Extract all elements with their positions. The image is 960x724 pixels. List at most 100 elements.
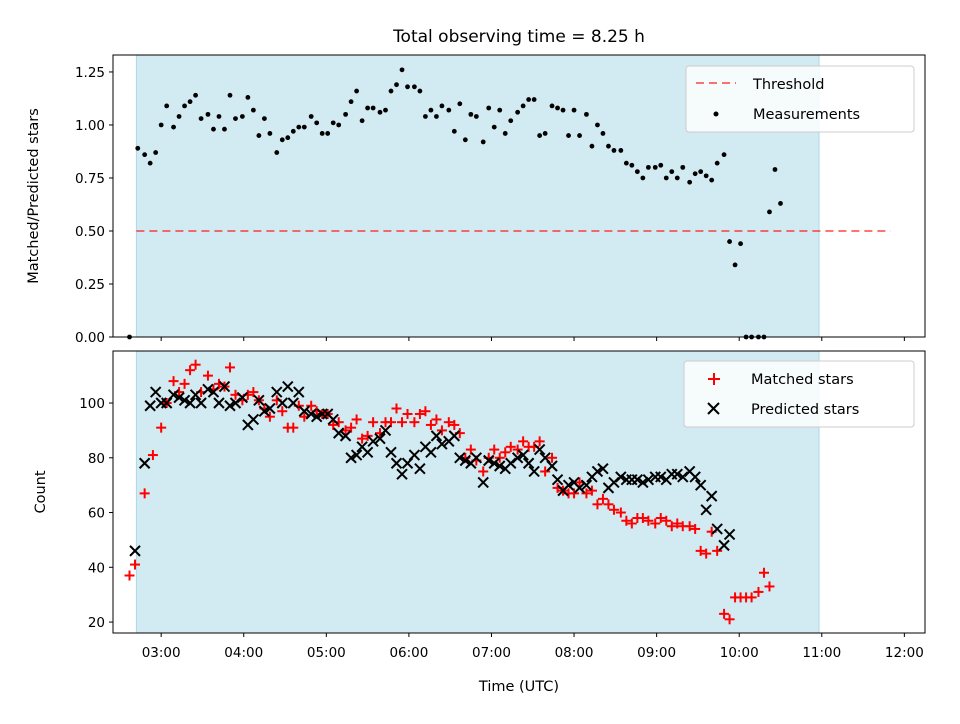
matched-point bbox=[637, 513, 648, 524]
bottom-x-ticks: 03:00 04:00 05:00 06:00 07:00 08:00 09:00 10:00… bbox=[142, 633, 924, 661]
predicted-point bbox=[218, 380, 231, 393]
measurement-point bbox=[566, 133, 571, 138]
legend-predicted-label: Predicted stars bbox=[751, 402, 859, 418]
measurement-point bbox=[239, 114, 245, 119]
predicted-point bbox=[483, 454, 495, 467]
matched-point bbox=[139, 488, 150, 499]
matched-point bbox=[224, 362, 235, 373]
measurement-point bbox=[497, 107, 503, 113]
measurement-point bbox=[171, 124, 176, 130]
measurement-point bbox=[772, 167, 778, 172]
predicted-point bbox=[327, 413, 339, 426]
predicted-point bbox=[671, 468, 683, 480]
matched-point bbox=[494, 452, 505, 463]
measurement-point bbox=[600, 131, 606, 136]
predicted-point bbox=[258, 405, 271, 417]
predicted-point bbox=[367, 435, 379, 448]
measurement-point bbox=[767, 209, 772, 215]
predicted-point bbox=[189, 389, 202, 401]
predicted-point bbox=[149, 386, 162, 398]
matched-point bbox=[615, 507, 626, 518]
predicted-point bbox=[655, 471, 667, 483]
measurement-point bbox=[158, 122, 164, 128]
bottom-y-ticks: 20 40 60 80 100 bbox=[79, 396, 113, 631]
measurement-point bbox=[394, 82, 399, 88]
matched-point bbox=[505, 441, 516, 452]
predicted-point bbox=[694, 479, 707, 491]
matched-point bbox=[277, 406, 288, 417]
matched-point bbox=[603, 499, 614, 510]
matched-point bbox=[346, 422, 357, 433]
measurement-point bbox=[439, 103, 445, 109]
predicted-point bbox=[282, 380, 294, 393]
measurement-point bbox=[738, 241, 743, 247]
measurement-point bbox=[383, 107, 388, 113]
measurement-point bbox=[250, 107, 256, 113]
measurement-point bbox=[423, 114, 428, 119]
matched-point bbox=[666, 521, 677, 532]
matched-point bbox=[581, 488, 592, 499]
x-tick-label: 08:00 bbox=[555, 645, 594, 661]
predicted-point bbox=[202, 383, 214, 396]
measurement-point bbox=[359, 118, 365, 124]
predicted-point bbox=[361, 446, 374, 459]
legend-predicted-swatch bbox=[707, 402, 720, 415]
matched-point bbox=[168, 376, 179, 387]
measurement-point bbox=[187, 99, 193, 105]
matched-point bbox=[306, 400, 317, 411]
y-tick-label: 0.50 bbox=[75, 224, 105, 240]
measurement-point bbox=[606, 143, 611, 149]
measurement-point bbox=[658, 162, 664, 168]
measurement-point bbox=[663, 175, 669, 181]
y-tick-label: 20 bbox=[88, 615, 105, 631]
predicted-point bbox=[195, 397, 207, 409]
matched-point bbox=[597, 493, 608, 504]
legend-matched-label: Matched stars bbox=[751, 372, 854, 388]
measurement-point bbox=[325, 131, 331, 136]
predicted-point bbox=[264, 402, 276, 415]
matched-point bbox=[719, 608, 730, 619]
measurement-point bbox=[147, 160, 153, 166]
measurement-point bbox=[428, 107, 434, 113]
measurement-point bbox=[629, 162, 635, 168]
measurement-point bbox=[434, 114, 439, 119]
predicted-point bbox=[414, 463, 426, 475]
predicted-point bbox=[333, 427, 345, 439]
predicted-point bbox=[430, 430, 443, 442]
y-tick-label: 1.25 bbox=[75, 65, 105, 81]
matched-point bbox=[386, 417, 397, 428]
measurement-point bbox=[227, 92, 233, 98]
predicted-point bbox=[236, 391, 249, 404]
matched-point bbox=[179, 378, 190, 389]
measurement-point bbox=[176, 114, 182, 119]
measurement-point bbox=[451, 128, 457, 134]
predicted-point bbox=[591, 465, 604, 478]
measurement-point bbox=[377, 109, 383, 115]
matched-point bbox=[414, 408, 425, 419]
predicted-point bbox=[718, 539, 730, 552]
measurement-point bbox=[526, 97, 532, 102]
measurement-point bbox=[285, 135, 291, 141]
predicted-point bbox=[207, 386, 220, 398]
matched-point bbox=[746, 592, 757, 603]
bottom-legend: Matched stars Predicted stars bbox=[683, 360, 915, 428]
matched-point bbox=[124, 570, 135, 581]
matched-point bbox=[547, 452, 558, 463]
measurement-point bbox=[245, 95, 251, 100]
x-axis-label: Time (UTC) bbox=[478, 679, 559, 695]
matched-point bbox=[436, 425, 447, 436]
matched-point bbox=[586, 485, 597, 496]
x-tick-label: 10:00 bbox=[720, 645, 759, 661]
predicted-point bbox=[615, 471, 627, 483]
predicted-point bbox=[350, 449, 363, 461]
predicted-point bbox=[454, 452, 466, 464]
measurement-point bbox=[205, 111, 211, 117]
matched-point bbox=[712, 545, 723, 556]
top-x-ticks bbox=[160, 337, 905, 341]
predicted-point bbox=[436, 438, 448, 450]
measurement-point bbox=[256, 133, 262, 138]
predicted-point bbox=[448, 430, 461, 442]
measurement-point bbox=[674, 175, 680, 181]
predicted-point bbox=[488, 457, 500, 469]
matched-point bbox=[512, 444, 523, 455]
